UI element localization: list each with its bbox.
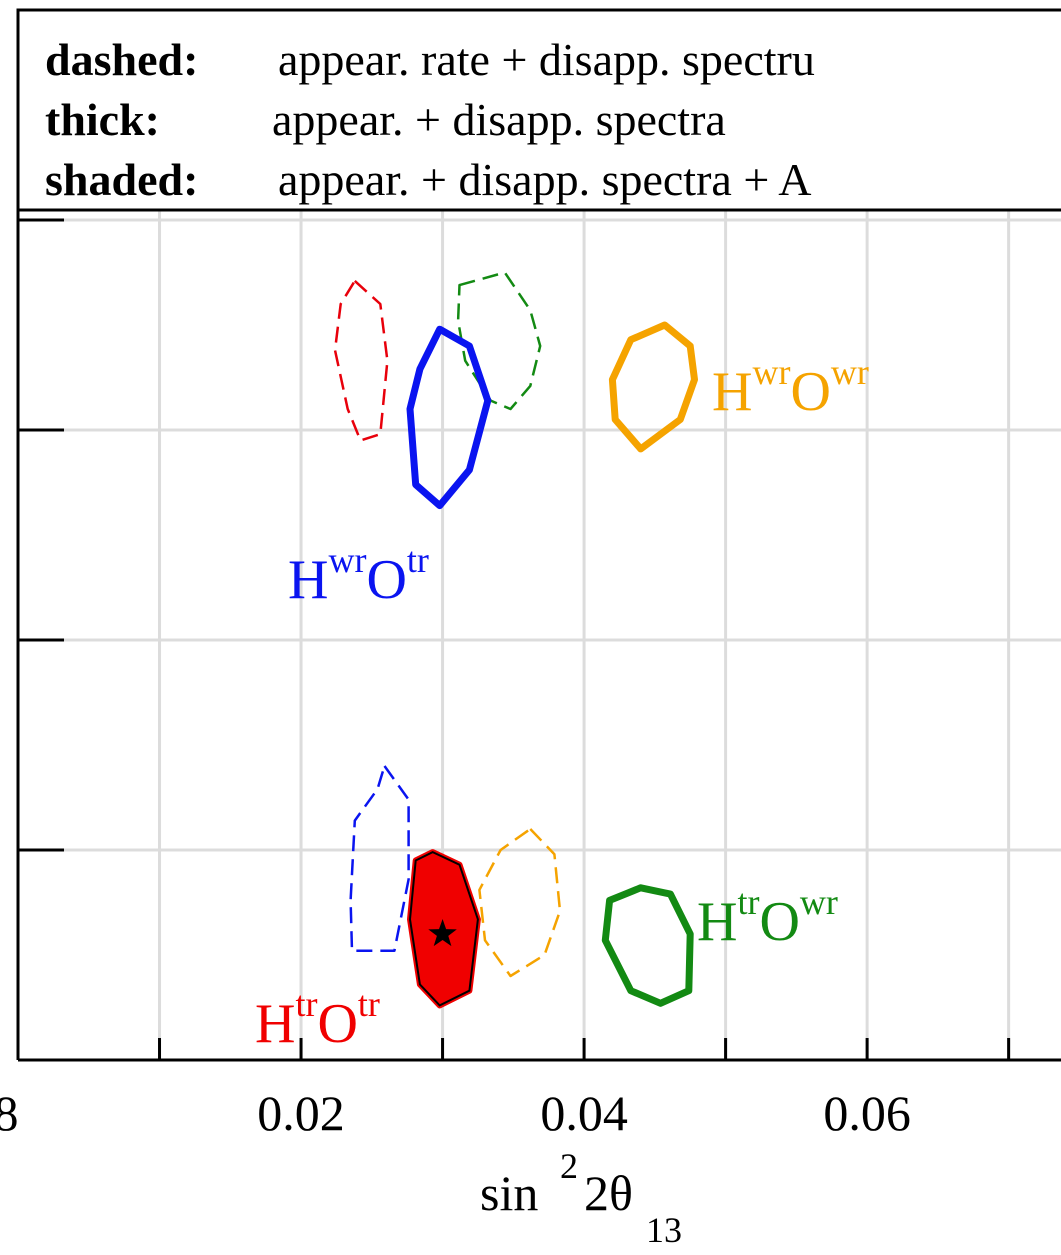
annotation-sup: wr — [328, 540, 366, 580]
contour — [601, 884, 694, 1007]
annotation-sup: tr — [407, 540, 429, 580]
annotation: HtrOwr — [697, 882, 838, 953]
annotation-sup: wr — [752, 352, 790, 392]
x-axis-label: 2θ — [584, 1165, 633, 1221]
annotation: HwrOtr — [288, 540, 429, 611]
x-tick-label: 0.02 — [257, 1085, 345, 1141]
contour — [333, 279, 389, 442]
x-axis-label: 2 — [560, 1146, 578, 1186]
annotation-text: O — [759, 891, 799, 953]
contour — [608, 321, 698, 453]
legend-key: dashed: — [45, 34, 198, 85]
annotation-sup: tr — [737, 882, 759, 922]
annotation: HtrOtr — [255, 984, 380, 1055]
best-fit-star — [428, 919, 457, 947]
x-tick-label: 8 — [0, 1085, 19, 1141]
x-axis-label: sin — [480, 1165, 538, 1221]
legend-box — [16, 8, 1061, 212]
x-tick-label: 0.06 — [823, 1085, 911, 1141]
annotation-text: H — [697, 891, 737, 953]
legend-key: shaded: — [45, 154, 198, 205]
annotation-sup: tr — [358, 984, 380, 1024]
annotation-text: H — [255, 993, 295, 1055]
legend-text: appear. + disapp. spectra — [272, 94, 726, 145]
x-axis-label: 13 — [646, 1210, 682, 1250]
legend-text: appear. rate + disapp. spectru — [278, 34, 815, 85]
annotation-text: O — [317, 993, 357, 1055]
legend-text: appear. + disapp. spectra + A — [278, 154, 811, 205]
contour — [349, 764, 410, 953]
legend-key: thick: — [45, 94, 160, 145]
annotation-sup: tr — [295, 984, 317, 1024]
annotation-text: H — [712, 361, 752, 423]
contour-outline — [408, 850, 479, 1007]
annotation-sup: wr — [800, 882, 838, 922]
contour — [406, 325, 492, 510]
annotation-text: O — [366, 549, 406, 611]
annotation: HwrOwr — [712, 352, 869, 423]
x-tick-label: 0.04 — [540, 1085, 628, 1141]
contour — [456, 271, 542, 411]
annotation-text: O — [790, 361, 830, 423]
contour — [478, 827, 562, 978]
annotation-sup: wr — [831, 352, 869, 392]
annotation-text: H — [288, 549, 328, 611]
